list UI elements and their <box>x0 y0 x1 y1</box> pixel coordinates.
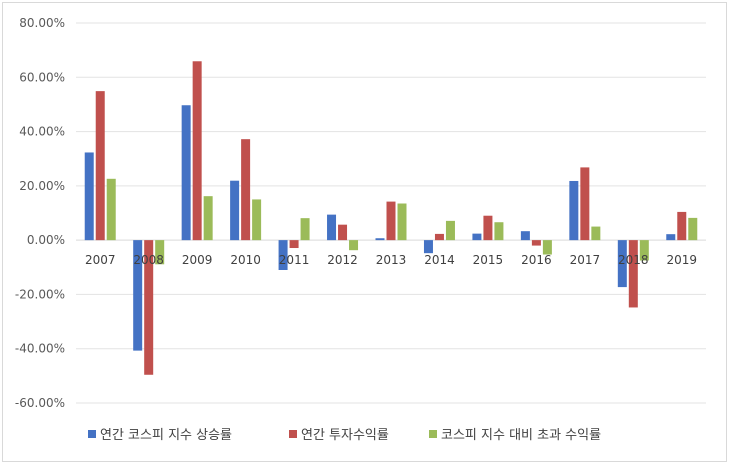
bar <box>666 234 676 241</box>
x-tick-label: 2014 <box>424 253 455 267</box>
bar <box>155 240 165 265</box>
x-tick-label: 2008 <box>133 253 164 267</box>
bar <box>203 196 213 241</box>
bar <box>688 217 698 241</box>
bar <box>375 238 385 241</box>
x-tick-label: 2018 <box>618 253 649 267</box>
bar <box>397 203 407 241</box>
y-tick-label: 40.00% <box>19 125 65 139</box>
bar <box>95 91 105 241</box>
legend-label: 연간 투자수익률 <box>301 428 389 443</box>
bar <box>386 201 396 241</box>
bar <box>434 233 444 241</box>
bar <box>617 240 627 288</box>
y-tick-label: 0.00% <box>27 233 65 247</box>
bar <box>494 222 504 241</box>
bar <box>677 211 687 241</box>
bar <box>241 139 251 241</box>
y-tick-label: -60.00% <box>15 396 65 410</box>
bar <box>327 214 337 241</box>
x-tick-label: 2015 <box>473 253 504 267</box>
bar <box>338 224 348 241</box>
bar <box>181 105 191 241</box>
bar <box>483 215 493 241</box>
bar <box>289 240 299 249</box>
x-tick-label: 2009 <box>182 253 213 267</box>
bar <box>639 240 649 261</box>
y-tick-label: 60.00% <box>19 70 65 84</box>
bar <box>520 231 530 241</box>
bar <box>144 240 154 375</box>
x-tick-label: 2007 <box>85 253 116 267</box>
x-tick-label: 2019 <box>666 253 697 267</box>
legend-swatch <box>289 430 297 438</box>
chart-area <box>2 2 727 462</box>
legend-label: 코스피 지수 대비 초과 수익률 <box>441 428 601 443</box>
bar <box>252 199 262 241</box>
bar <box>349 240 359 251</box>
x-tick-label: 2016 <box>521 253 552 267</box>
bar <box>445 220 455 241</box>
bar <box>542 240 552 255</box>
x-tick-label: 2017 <box>570 253 601 267</box>
bar <box>133 240 143 351</box>
bar <box>300 218 310 241</box>
bar <box>531 240 541 246</box>
bar <box>230 180 240 241</box>
x-tick-label: 2011 <box>279 253 310 267</box>
y-tick-label: 80.00% <box>19 16 65 30</box>
bar <box>628 240 638 308</box>
bar <box>84 152 94 241</box>
x-tick-label: 2013 <box>376 253 407 267</box>
x-tick-label: 2012 <box>327 253 358 267</box>
legend-swatch <box>429 430 437 438</box>
bar <box>569 180 579 241</box>
bar <box>192 61 202 241</box>
bar <box>591 226 601 241</box>
x-tick-label: 2010 <box>230 253 261 267</box>
bar <box>106 178 116 241</box>
legend-swatch <box>88 430 96 438</box>
y-tick-label: -20.00% <box>15 287 65 301</box>
legend-label: 연간 코스피 지수 상승률 <box>100 428 232 443</box>
bar <box>423 240 433 254</box>
bar <box>580 167 590 241</box>
y-tick-label: 20.00% <box>19 179 65 193</box>
bar <box>472 233 482 241</box>
bar <box>278 240 288 270</box>
y-tick-label: -40.00% <box>15 342 65 356</box>
